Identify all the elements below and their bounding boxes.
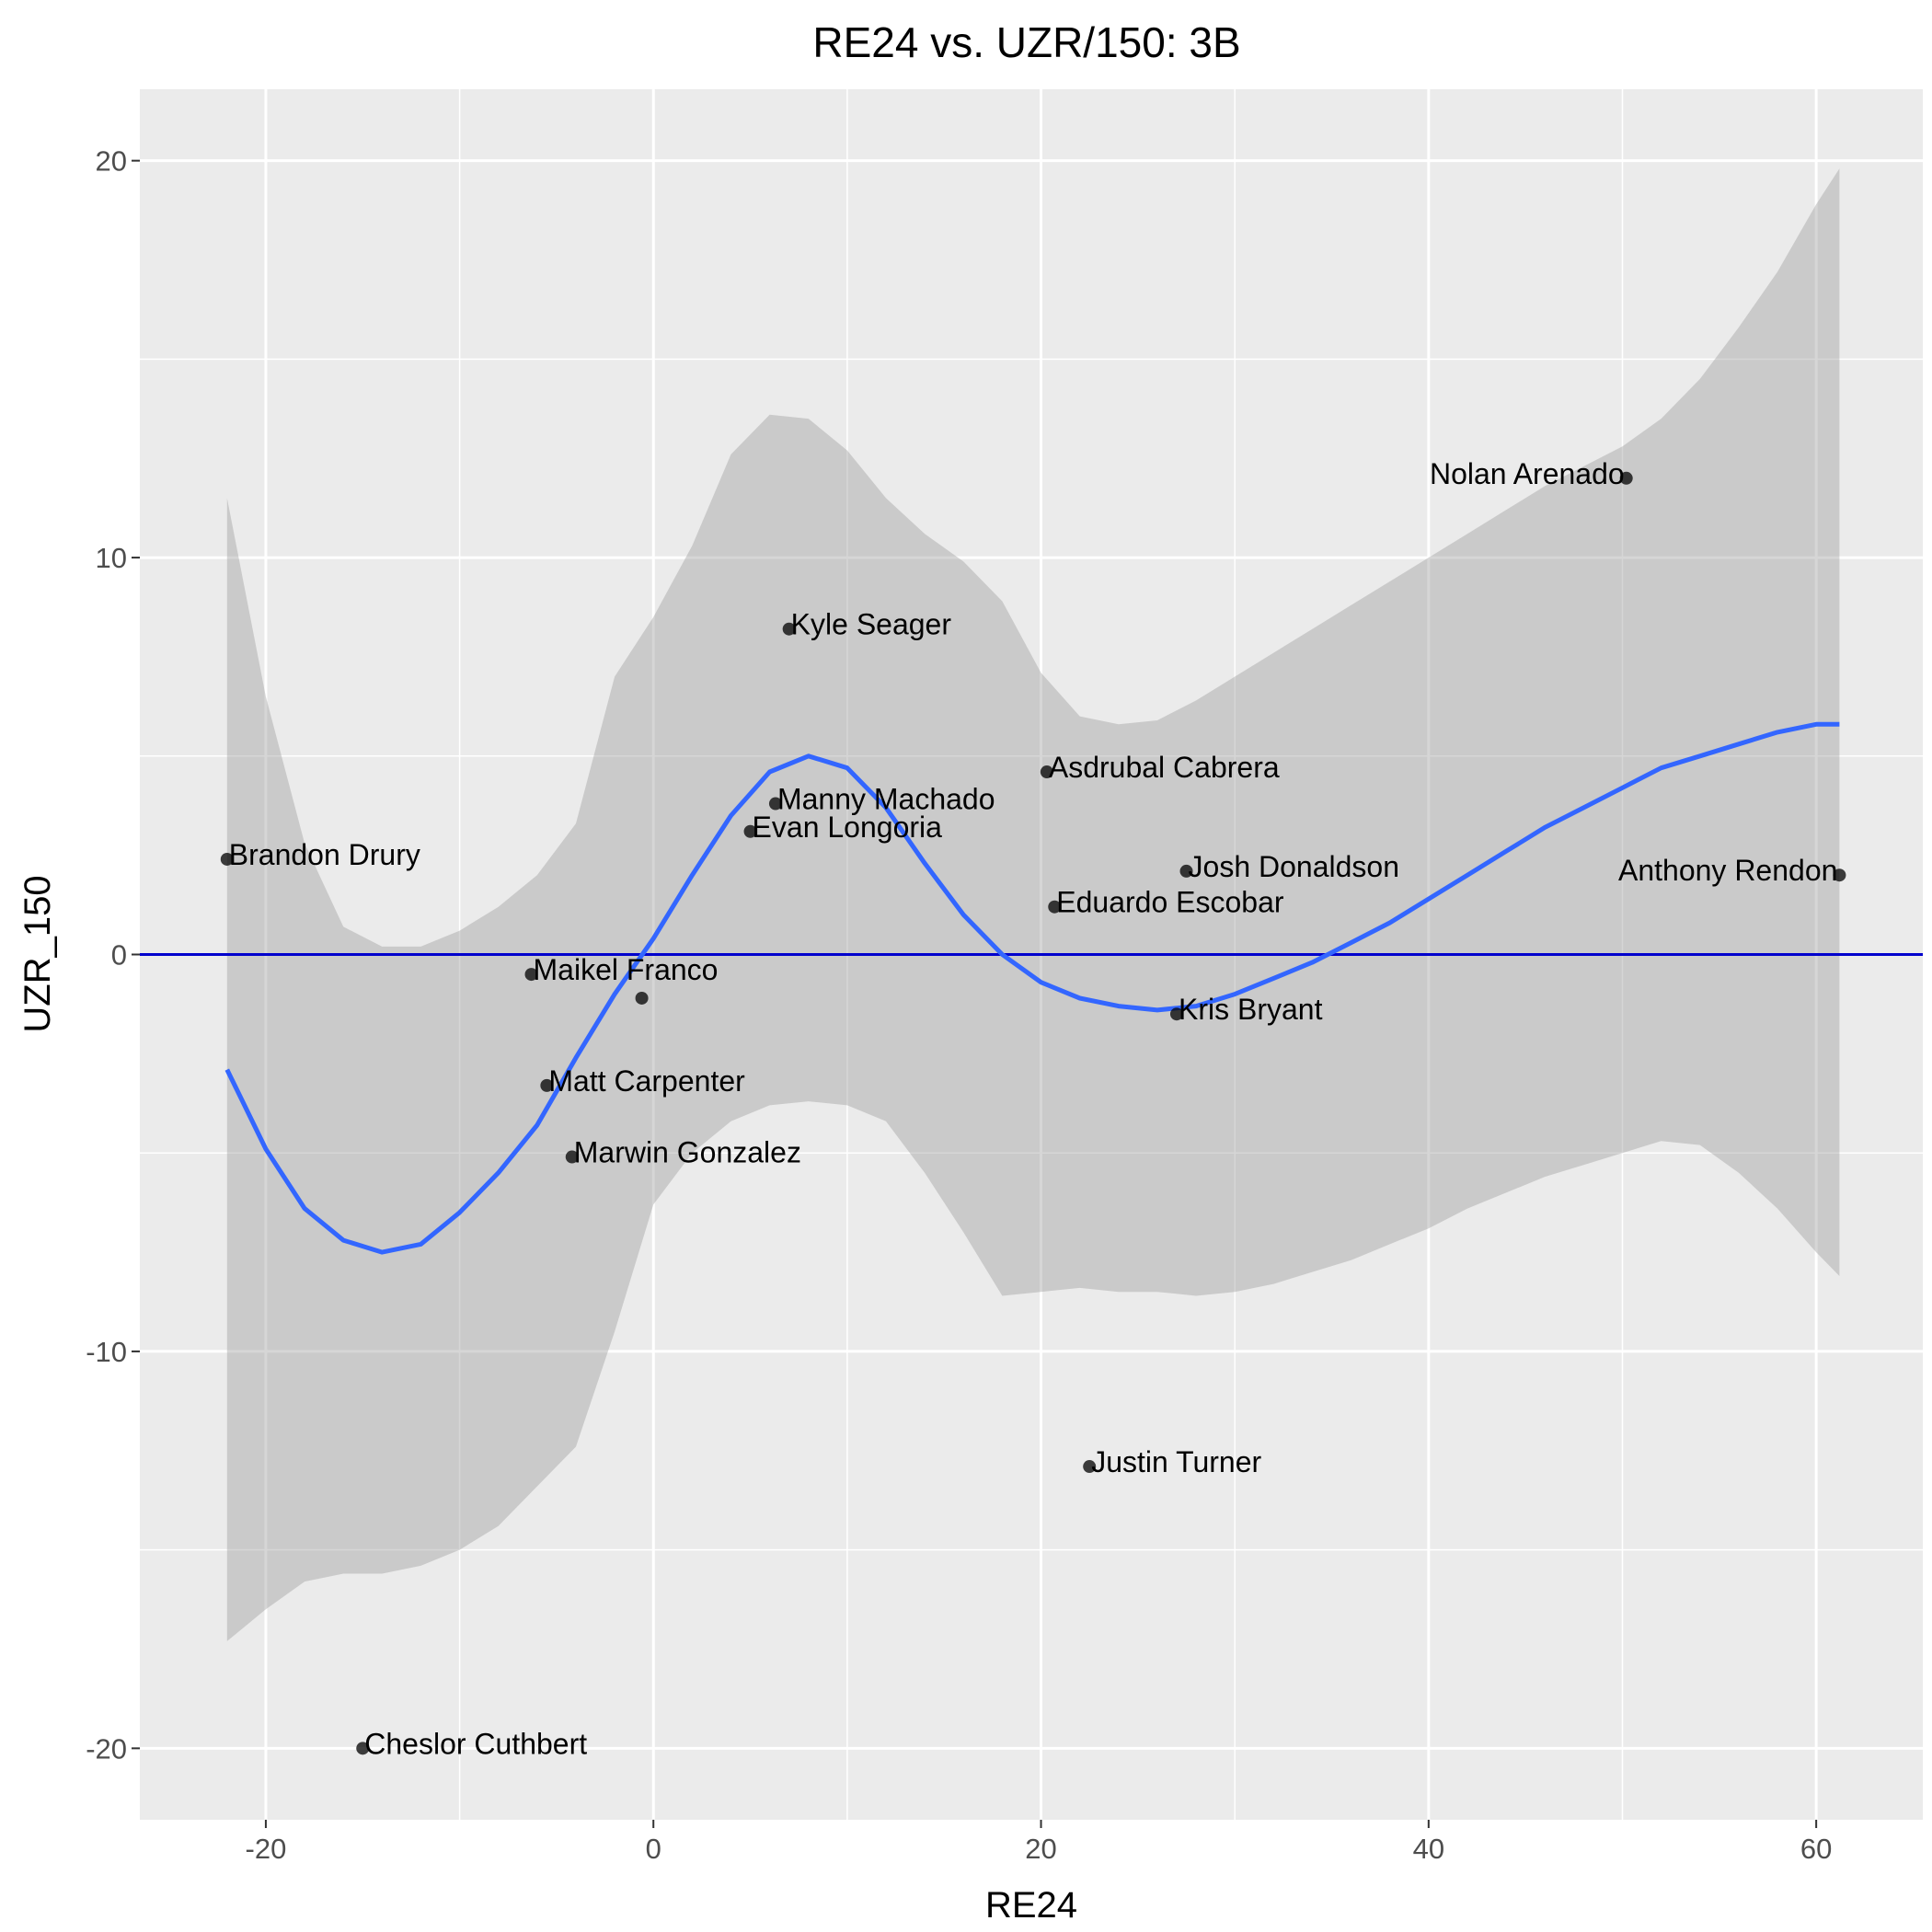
x-tick-label: 0 [646,1833,661,1865]
x-axis-title: RE24 [985,1885,1077,1926]
data-point [1169,1007,1183,1021]
point-label: Brandon Drury [229,838,420,871]
data-point [220,852,234,866]
point-label: Marwin Gonzalez [574,1136,801,1169]
point-label: Josh Donaldson [1189,850,1399,883]
data-point [1833,868,1846,882]
y-tick-label: -10 [86,1336,127,1368]
x-tick-label: -20 [246,1833,287,1865]
chart-title: RE24 vs. UZR/150: 3B [812,18,1240,66]
y-tick-label: 0 [111,939,127,972]
y-tick-label: 10 [96,542,127,574]
y-axis: -20 -10 0 10 20 [86,145,140,1765]
point-label: Justin Turner [1091,1445,1261,1478]
data-point [1179,864,1193,878]
point-label: Matt Carpenter [548,1064,745,1098]
point-label: Maikel Franco [534,953,719,986]
point-label: Kyle Seager [791,608,952,641]
point-label: Cheslor Cuthbert [364,1727,587,1760]
y-axis-title: UZR_150 [17,875,58,1032]
data-point [743,824,757,838]
point-label: Manny Machado [777,783,995,816]
x-tick-label: 40 [1413,1833,1444,1865]
data-point [768,797,782,811]
x-axis: -20 0 20 40 60 [246,1820,1832,1865]
data-point [565,1150,579,1164]
x-tick-label: 20 [1025,1833,1056,1865]
point-label: Kris Bryant [1179,993,1323,1026]
smooth-trend-line [224,721,1840,1255]
y-tick-label: 20 [96,145,127,178]
data-point [540,1078,554,1092]
point-label: Evan Longoria [753,811,943,844]
data-point [1083,1460,1097,1474]
point-label: Eduardo Escobar [1056,886,1284,919]
y-tick-label: -20 [86,1732,127,1765]
point-label: Asdrubal Cabrera [1049,751,1280,784]
x-tick-label: 60 [1800,1833,1832,1865]
point-label: Anthony Rendon [1618,854,1837,887]
data-point [524,968,538,982]
data-points [220,471,1846,1755]
point-labels: Brandon Drury Cheslor Cuthbert Maikel Fran… [229,457,1838,1761]
data-point [782,622,796,636]
data-point [1048,900,1062,914]
data-point [1040,765,1053,779]
data-point [356,1742,370,1755]
data-point [635,991,649,1005]
confidence-band [226,168,1840,1641]
point-label: Nolan Arenado [1430,457,1625,490]
data-point [1619,471,1633,485]
